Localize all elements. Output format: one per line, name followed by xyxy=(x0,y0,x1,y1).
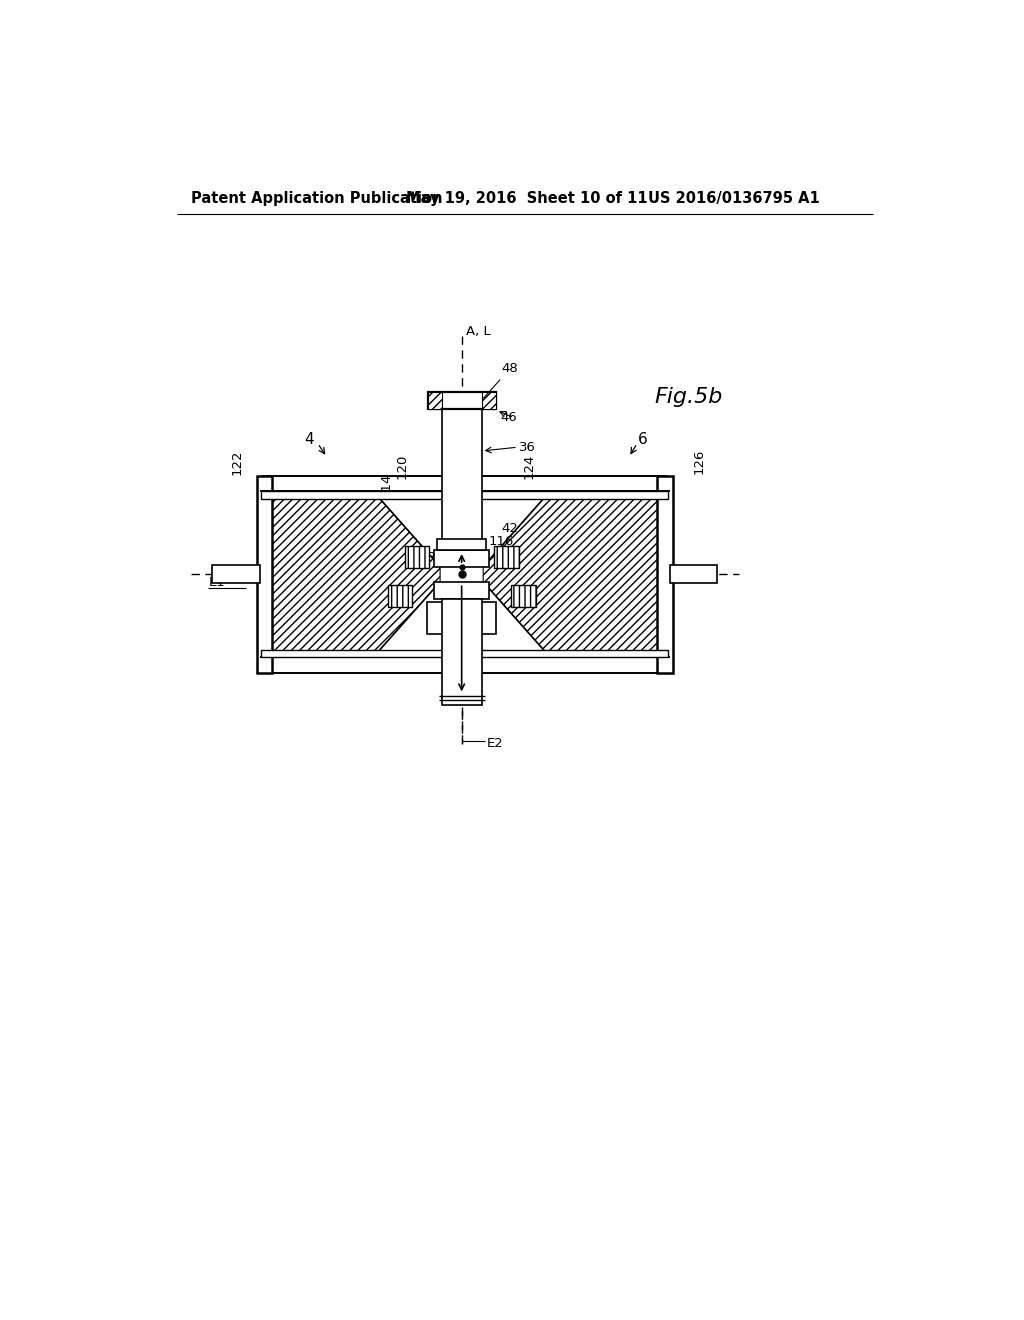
Text: Fig.5b: Fig.5b xyxy=(654,387,723,407)
Text: 36: 36 xyxy=(519,441,537,454)
Polygon shape xyxy=(483,491,550,566)
Bar xyxy=(670,565,717,583)
Polygon shape xyxy=(428,392,441,409)
Polygon shape xyxy=(373,491,440,566)
Text: 4: 4 xyxy=(304,432,314,447)
Text: 120: 120 xyxy=(395,454,409,479)
Polygon shape xyxy=(481,392,496,409)
Text: A, L: A, L xyxy=(466,325,490,338)
Bar xyxy=(434,549,489,566)
Text: 124: 124 xyxy=(523,454,536,479)
Text: 46: 46 xyxy=(500,412,517,425)
Bar xyxy=(257,475,272,673)
Text: 122: 122 xyxy=(230,449,244,474)
Text: R2: R2 xyxy=(427,550,444,564)
Text: Patent Application Publication: Patent Application Publication xyxy=(190,191,442,206)
Bar xyxy=(263,657,667,673)
Bar xyxy=(434,582,489,599)
Text: 42: 42 xyxy=(502,521,518,535)
Polygon shape xyxy=(260,491,440,657)
Text: E2: E2 xyxy=(486,737,503,750)
Text: E1: E1 xyxy=(209,576,226,589)
Bar xyxy=(404,546,429,568)
Bar xyxy=(263,475,667,491)
Bar xyxy=(428,392,496,409)
Text: 126: 126 xyxy=(692,449,706,474)
Polygon shape xyxy=(483,491,670,657)
Text: 48: 48 xyxy=(483,362,518,399)
Text: US 2016/0136795 A1: US 2016/0136795 A1 xyxy=(648,191,820,206)
Bar xyxy=(261,649,668,657)
Bar xyxy=(388,585,413,607)
Bar xyxy=(441,599,481,705)
Polygon shape xyxy=(373,582,440,657)
Bar xyxy=(261,491,668,499)
Bar xyxy=(260,491,670,657)
Text: May 19, 2016  Sheet 10 of 11: May 19, 2016 Sheet 10 of 11 xyxy=(407,191,648,206)
Bar xyxy=(511,585,536,607)
Bar xyxy=(427,602,497,635)
Bar xyxy=(437,539,486,549)
Bar xyxy=(441,409,481,549)
Bar xyxy=(212,565,260,583)
Text: 114: 114 xyxy=(380,473,392,499)
Bar xyxy=(657,475,673,673)
Text: 6: 6 xyxy=(638,432,647,447)
Text: R1: R1 xyxy=(430,611,447,624)
Bar xyxy=(494,546,518,568)
Polygon shape xyxy=(483,582,550,657)
Text: 116: 116 xyxy=(488,536,514,548)
